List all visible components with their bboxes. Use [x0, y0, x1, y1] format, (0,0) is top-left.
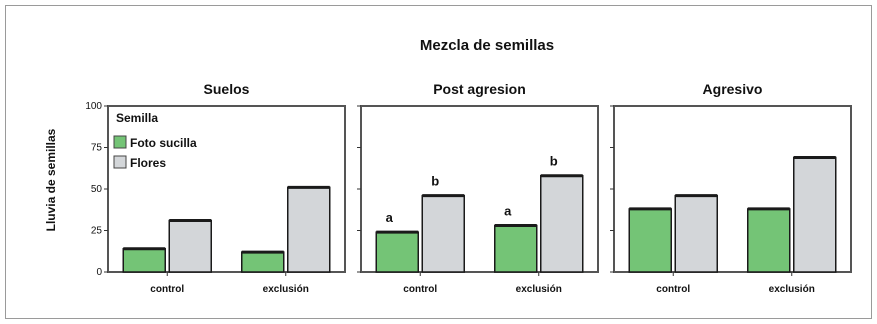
chart-title: Mezcla de semillas — [420, 37, 554, 54]
legend-swatch — [113, 155, 127, 169]
significance-label: a — [504, 204, 512, 219]
legend-title: Semilla — [116, 111, 158, 125]
y-axis-label: Lluvia de semillas — [44, 128, 58, 231]
legend-swatch — [113, 135, 127, 149]
panel-1: Suelos 0 25 50 75 100 control exclusión — [85, 81, 346, 295]
y-tick-label: 50 — [91, 184, 103, 195]
y-tick-label: 0 — [96, 267, 102, 278]
bar — [287, 186, 331, 273]
y-tick-label: 100 — [85, 101, 102, 112]
legend-entry: Flores — [130, 156, 166, 170]
y-tick-label: 75 — [91, 143, 103, 154]
x-tick-label: control — [656, 284, 690, 295]
panel-title: Suelos — [204, 81, 250, 97]
legend: Semilla Foto sucilla Flores — [113, 111, 197, 170]
bar — [241, 251, 285, 273]
y-tick-label: 25 — [91, 226, 103, 237]
x-tick-label: control — [403, 284, 437, 295]
bar — [494, 224, 538, 273]
x-tick-label: control — [150, 284, 184, 295]
bar — [793, 156, 837, 273]
bar — [540, 174, 584, 273]
panel-2: Post agresion a b control a b exclusión — [357, 81, 599, 295]
bar — [122, 248, 166, 273]
x-tick-label: exclusión — [769, 284, 815, 295]
x-tick-label: exclusión — [263, 284, 309, 295]
panel-title: Agresivo — [703, 81, 763, 97]
x-tick-label: exclusión — [516, 284, 562, 295]
bar — [375, 231, 419, 273]
bar — [747, 208, 791, 273]
panel-title: Post agresion — [433, 81, 526, 97]
significance-label: b — [550, 154, 558, 169]
panel-3: Agresivo control exclusión — [610, 81, 852, 295]
bar — [628, 208, 672, 273]
significance-label: b — [431, 174, 439, 189]
bar — [421, 194, 465, 273]
bar — [674, 194, 718, 273]
bar — [168, 219, 212, 273]
significance-label: a — [386, 210, 394, 225]
legend-entry: Foto sucilla — [130, 136, 197, 150]
